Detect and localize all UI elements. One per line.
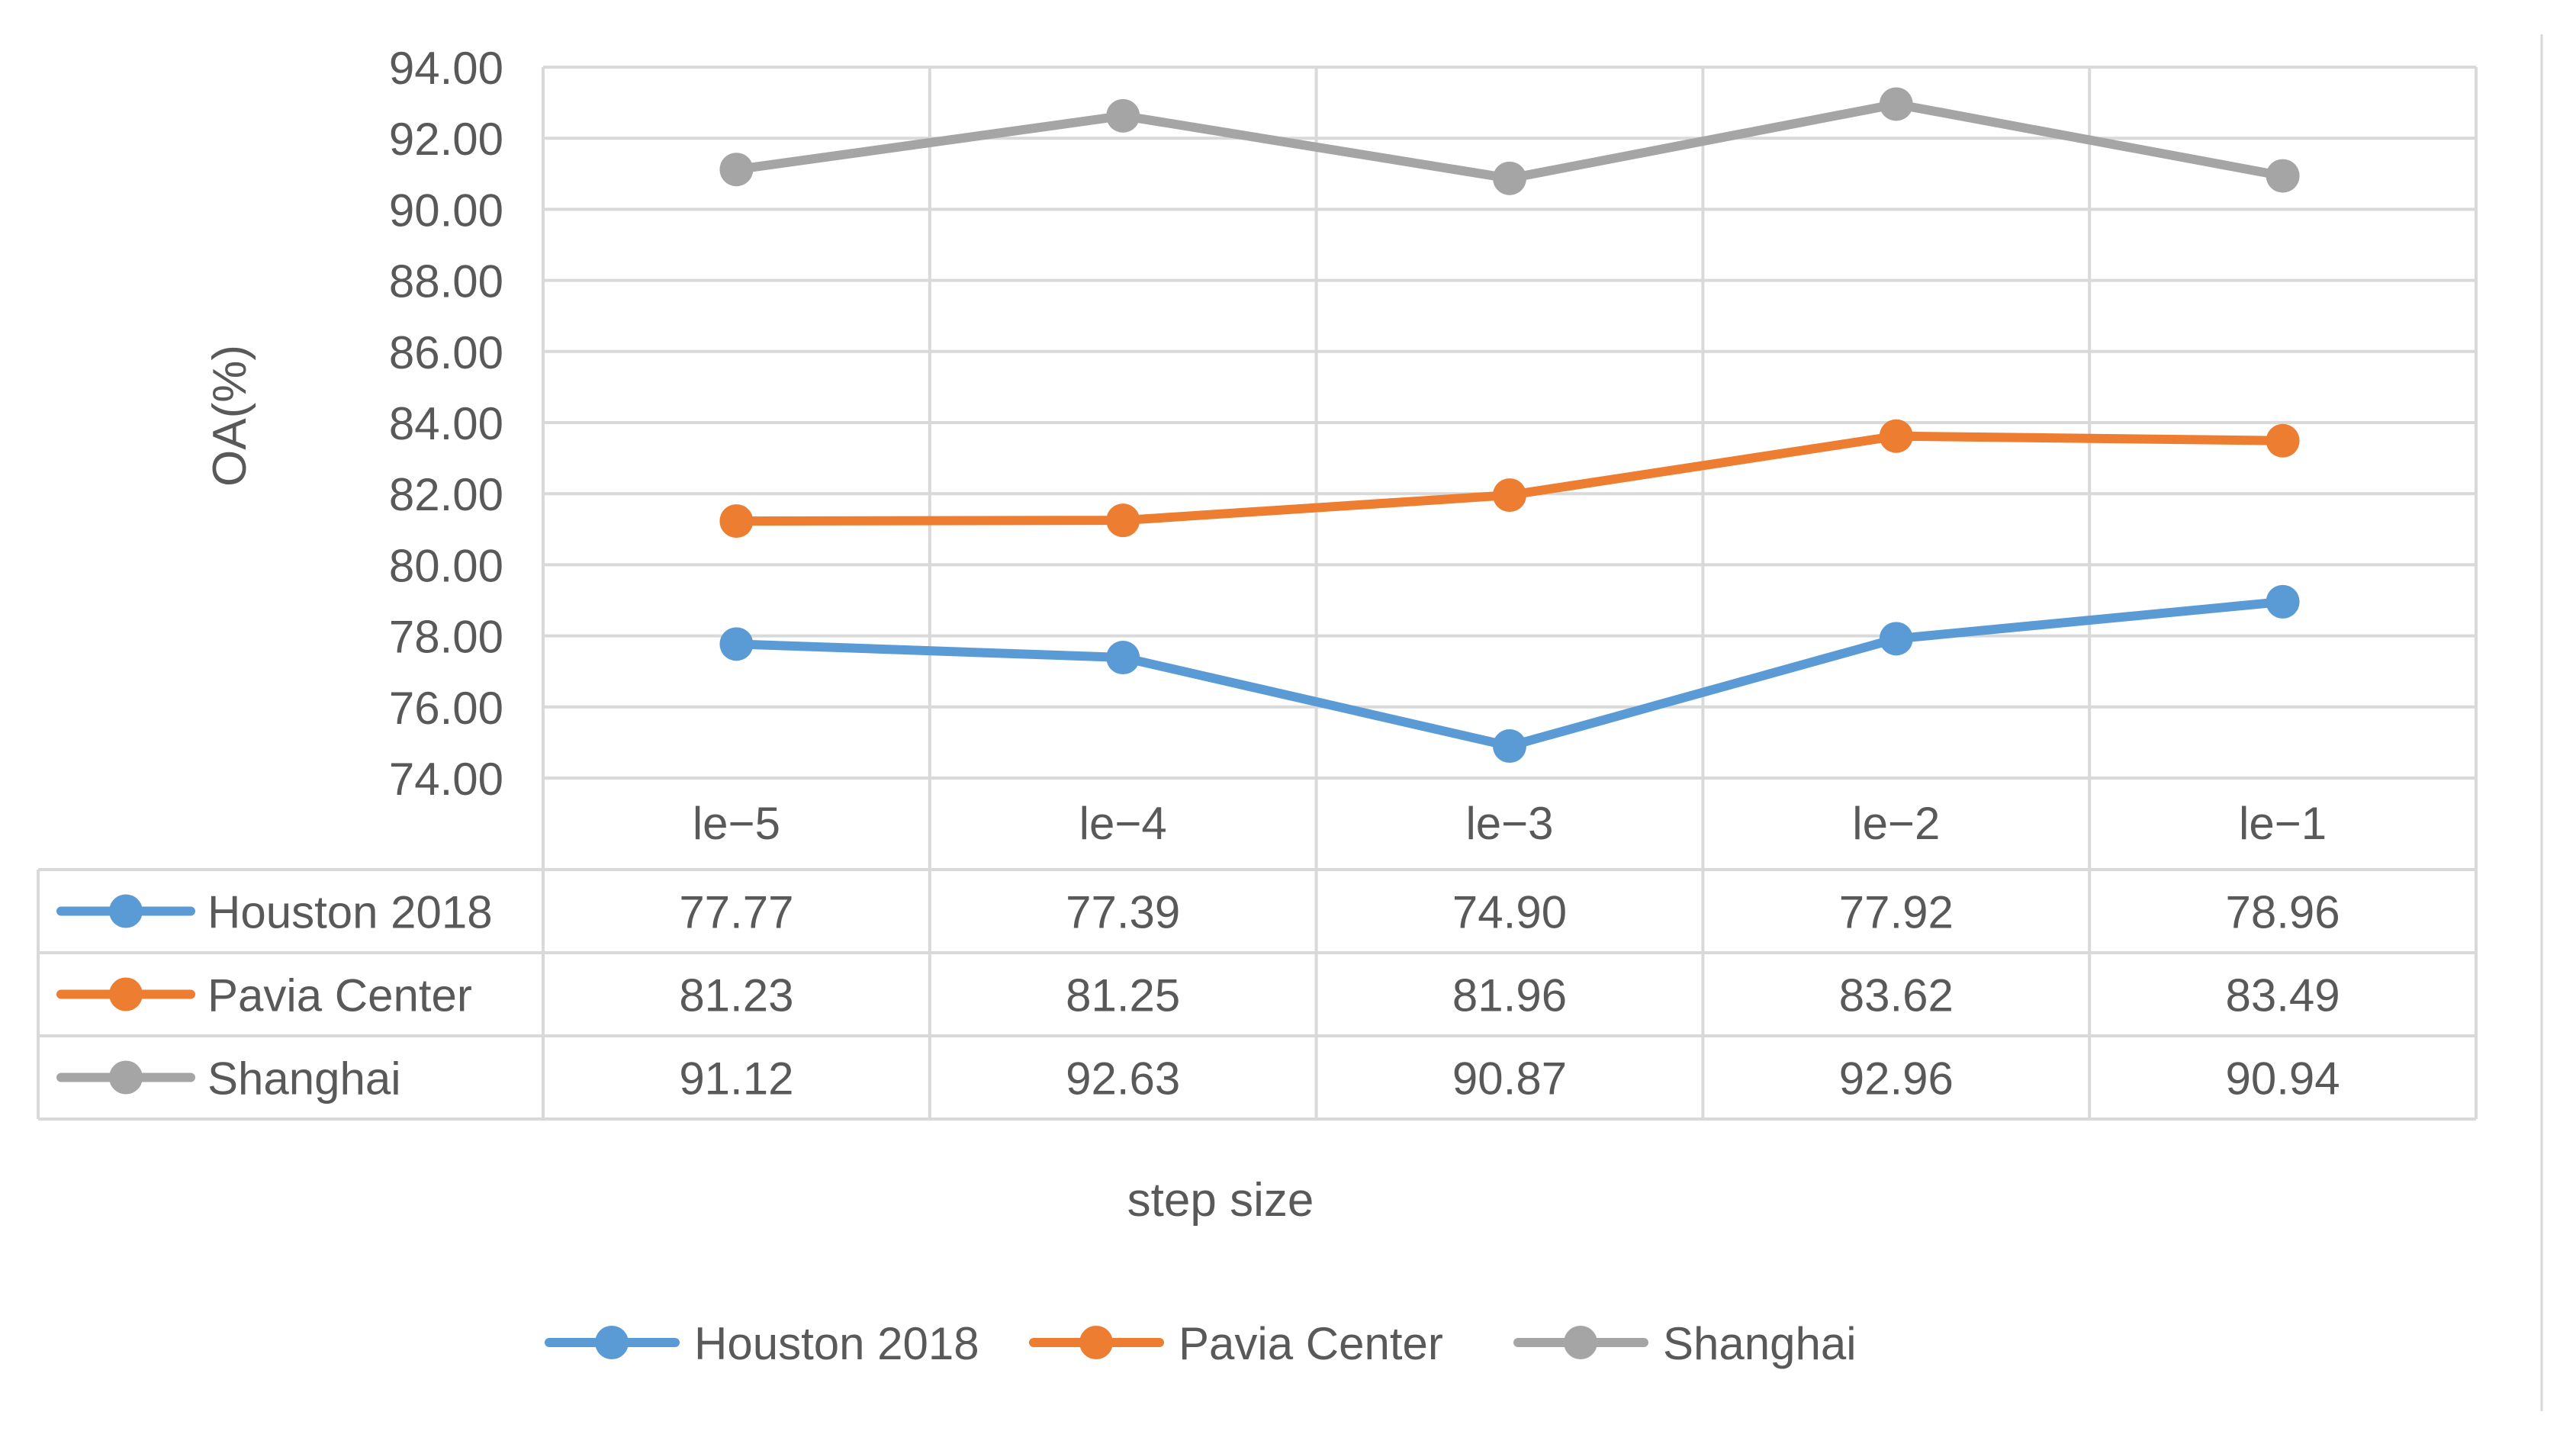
x-axis-ticks: le−5 le−4 le−3 le−2 le−1 (693, 798, 2327, 849)
x-tick-label: le−5 (693, 798, 780, 849)
y-axis-label: OA(%) (204, 345, 256, 487)
data-point (719, 153, 754, 187)
legend: Houston 2018 Pavia Center Shanghai (545, 1318, 1857, 1369)
table-series-name: Pavia Center (207, 970, 472, 1021)
y-tick-label: 92.00 (389, 114, 503, 165)
y-tick-label: 78.00 (389, 612, 503, 663)
data-point (1106, 503, 1140, 538)
table-cell-value: 77.92 (1839, 887, 1954, 938)
data-point (1493, 729, 1526, 764)
y-axis-ticks: 74.00 76.00 78.00 80.00 82.00 84.00 86.00 88.00… (389, 43, 503, 805)
table-cell-value: 81.25 (1066, 970, 1180, 1021)
table-legend-marker (109, 977, 143, 1011)
data-point (1879, 87, 1913, 121)
table-cell-value: 90.94 (2226, 1053, 2340, 1105)
table-cell-value: 81.23 (679, 970, 793, 1021)
data-point (1493, 478, 1526, 513)
x-axis-label: step size (1127, 1174, 1314, 1227)
table-cell-value: 83.49 (2226, 970, 2340, 1021)
data-point (1879, 622, 1913, 656)
data-point (1106, 641, 1140, 675)
legend-marker (595, 1326, 629, 1359)
y-tick-label: 90.00 (389, 185, 503, 236)
data-point (719, 627, 754, 661)
x-tick-label: le−3 (1465, 798, 1553, 849)
legend-label: Houston 2018 (694, 1318, 979, 1369)
data-point (2266, 584, 2300, 619)
x-tick-label: le−1 (2239, 798, 2327, 849)
table-cell-value: 77.39 (1066, 887, 1180, 938)
table-cell-value: 83.62 (1839, 970, 1954, 1021)
table-cell-value: 78.96 (2226, 887, 2340, 938)
y-tick-label: 82.00 (389, 469, 503, 520)
series-lines (719, 87, 2300, 764)
y-tick-label: 74.00 (389, 754, 503, 805)
legend-label: Shanghai (1663, 1318, 1857, 1369)
legend-label: Pavia Center (1179, 1318, 1443, 1369)
data-table: Houston 2018 77.77 77.39 74.90 77.92 78.96 Pav… (37, 868, 2476, 1121)
x-tick-label: le−4 (1079, 798, 1167, 849)
legend-marker (1079, 1326, 1113, 1359)
gridlines (542, 66, 2478, 1119)
table-cell-value: 90.87 (1452, 1053, 1567, 1105)
table-legend-marker (109, 1060, 143, 1095)
table-cell-value: 74.90 (1452, 887, 1567, 938)
data-point (1879, 419, 1913, 453)
legend-marker (1564, 1326, 1597, 1359)
data-point (2266, 423, 2300, 458)
table-series-name: Houston 2018 (207, 887, 493, 938)
table-cell-value: 92.96 (1839, 1053, 1954, 1105)
table-cell-value: 92.63 (1066, 1053, 1180, 1105)
y-tick-label: 94.00 (389, 43, 503, 94)
data-point (1493, 161, 1526, 195)
data-point (2266, 159, 2300, 193)
y-tick-label: 80.00 (389, 540, 503, 591)
y-tick-label: 76.00 (389, 683, 503, 734)
table-legend-marker (109, 894, 143, 928)
table-cell-value: 81.96 (1452, 970, 1567, 1021)
y-tick-label: 84.00 (389, 398, 503, 449)
y-tick-label: 86.00 (389, 327, 503, 378)
table-cell-value: 91.12 (679, 1053, 793, 1105)
table-cell-value: 77.77 (679, 887, 793, 938)
data-point (1106, 98, 1140, 133)
y-tick-label: 88.00 (389, 256, 503, 307)
x-tick-label: le−2 (1852, 798, 1940, 849)
data-point (719, 504, 754, 539)
table-series-name: Shanghai (207, 1053, 401, 1105)
